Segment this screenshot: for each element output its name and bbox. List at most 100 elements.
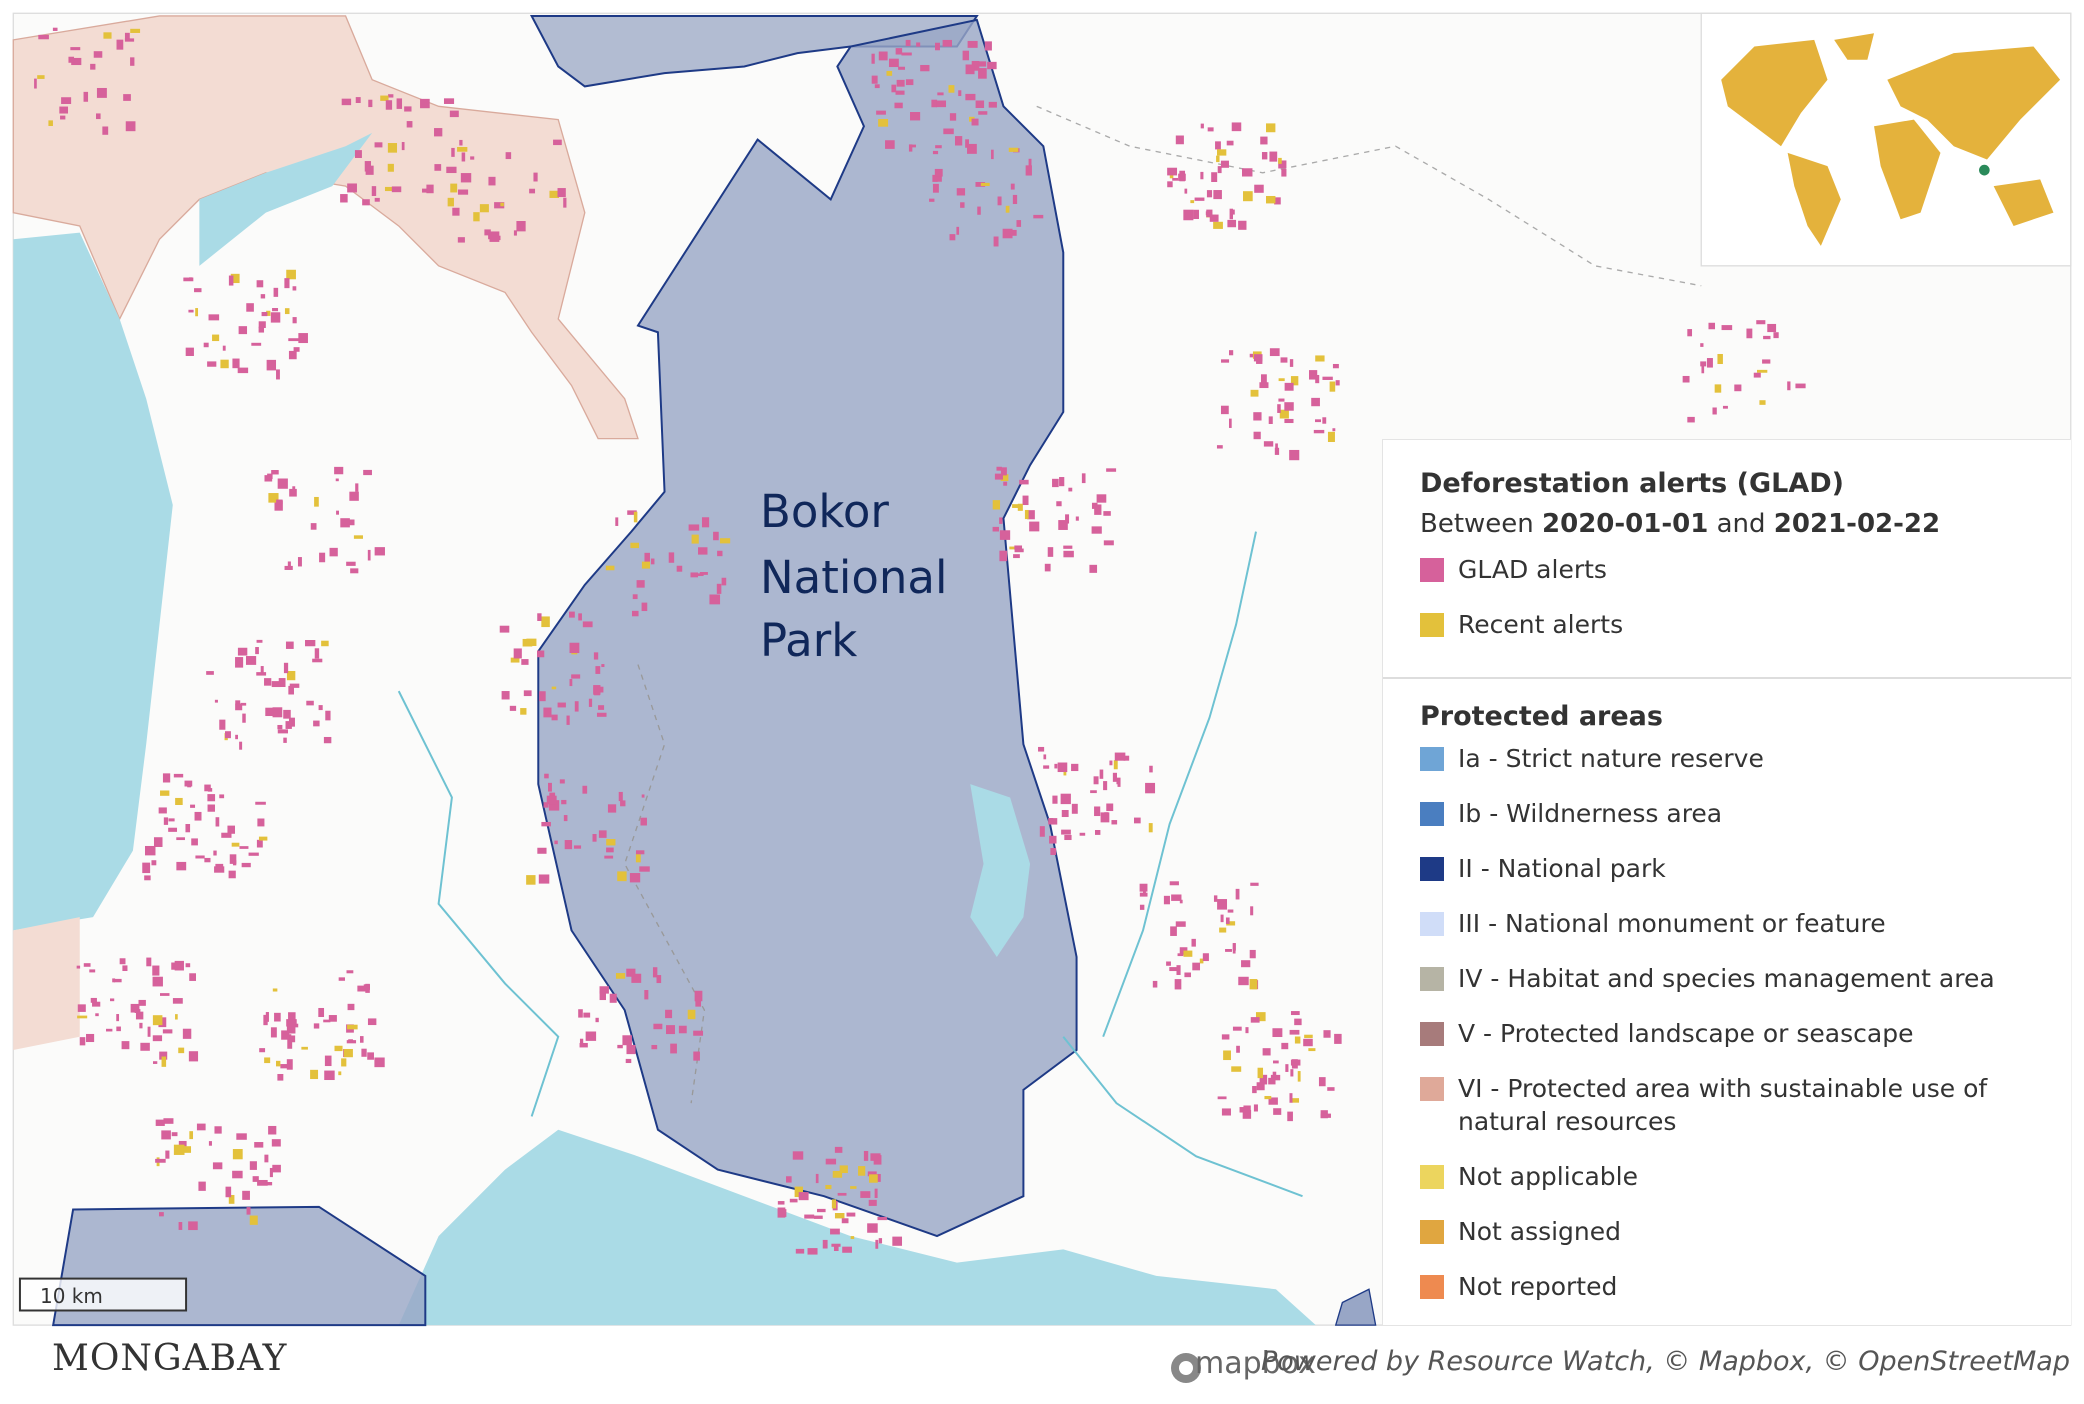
inset-marker xyxy=(1976,162,1993,179)
alert-patch xyxy=(595,1017,599,1023)
alert-patch xyxy=(214,1126,222,1134)
alert-patch xyxy=(929,198,935,202)
alert-patch xyxy=(956,188,966,196)
alert-patch xyxy=(1268,1077,1276,1085)
swatch xyxy=(1420,1165,1444,1189)
alert-patch xyxy=(578,1009,583,1018)
alert-patch xyxy=(1309,370,1318,380)
alert-patch xyxy=(538,874,550,884)
alert-patch xyxy=(173,1144,185,1155)
alert-patch xyxy=(183,277,194,282)
alert-patch xyxy=(232,358,240,369)
alert-patch xyxy=(249,1161,257,1170)
alert-patch xyxy=(617,871,627,882)
alert-patch xyxy=(281,1030,290,1040)
alert-patch xyxy=(280,1064,289,1069)
alert-patch xyxy=(1294,1018,1302,1026)
alert-patch xyxy=(786,1176,792,1183)
alert-patch xyxy=(1272,1071,1277,1076)
alert-patch xyxy=(207,804,215,812)
alert-patch xyxy=(239,741,243,750)
alert-patch xyxy=(324,1070,335,1081)
alert-patch xyxy=(86,1033,95,1043)
alert-patch xyxy=(691,534,699,544)
alert-patch xyxy=(993,236,999,247)
alert-patch xyxy=(1322,376,1333,380)
alert-patch xyxy=(267,473,273,480)
alert-patch xyxy=(194,811,202,821)
alert-patch xyxy=(932,174,938,182)
alert-patch xyxy=(615,517,619,526)
alert-patch xyxy=(140,1042,150,1051)
alert-patch xyxy=(460,173,472,183)
alert-patch xyxy=(1216,445,1223,449)
swatch xyxy=(1420,1022,1444,1046)
border-line xyxy=(1036,105,1702,287)
alert-patch xyxy=(38,34,49,40)
alert-patch xyxy=(1220,405,1229,415)
alert-patch xyxy=(977,206,981,215)
alert-patch xyxy=(450,183,458,193)
alert-patch xyxy=(144,875,151,881)
alert-patch xyxy=(841,1218,849,1224)
alert-patch xyxy=(1256,1082,1265,1091)
alert-patch xyxy=(665,1009,673,1019)
alert-patch xyxy=(274,1012,281,1022)
alert-patch xyxy=(698,547,708,555)
continent xyxy=(1887,46,2061,160)
legend-item: Not applicable xyxy=(1420,1160,2051,1193)
alert-patch xyxy=(59,106,69,114)
alert-patch xyxy=(948,85,955,93)
alert-patch xyxy=(347,1003,355,1011)
alert-patch xyxy=(319,552,326,563)
alert-patch xyxy=(1217,899,1228,910)
alert-patch xyxy=(978,68,987,79)
alert-patch xyxy=(310,523,317,530)
alert-patch xyxy=(334,466,344,475)
alert-patch xyxy=(1762,359,1771,364)
alert-patch xyxy=(1091,526,1102,534)
alert-patch xyxy=(258,326,265,333)
alert-patch xyxy=(1100,812,1110,823)
alert-patch xyxy=(328,1015,337,1022)
alert-patch xyxy=(1059,477,1065,487)
alert-patch xyxy=(564,840,573,850)
alert-patch xyxy=(994,473,1003,480)
alert-patch xyxy=(191,838,198,846)
alert-patch xyxy=(999,517,1003,524)
alert-patch xyxy=(272,308,279,312)
alert-patch xyxy=(813,1215,823,1219)
legend-label: III - National monument or feature xyxy=(1458,909,1886,938)
alert-patch xyxy=(988,101,997,108)
alert-patch xyxy=(566,715,570,725)
alert-patch xyxy=(1216,149,1227,156)
alert-patch xyxy=(354,150,362,158)
alert-patch xyxy=(850,1236,855,1240)
alert-patch xyxy=(152,965,160,976)
alert-patch xyxy=(1169,881,1179,886)
alert-patch xyxy=(1175,135,1184,145)
alert-patch xyxy=(1279,409,1289,419)
alert-patch xyxy=(971,60,980,71)
alert-patch xyxy=(286,1023,296,1034)
alert-patch xyxy=(1227,219,1237,228)
alert-patch xyxy=(1029,521,1040,532)
alert-patch xyxy=(1266,123,1276,133)
alert-patch xyxy=(980,182,990,187)
alert-patch xyxy=(242,1190,250,1200)
alert-patch xyxy=(238,326,248,335)
legend-label: GLAD alerts xyxy=(1458,555,1607,584)
alert-patch xyxy=(583,1012,591,1018)
alert-patch xyxy=(709,594,721,605)
alert-patch xyxy=(387,143,398,153)
text: and xyxy=(1716,509,1766,539)
alert-patch xyxy=(541,616,550,628)
alert-patch xyxy=(874,1188,878,1199)
alert-patch xyxy=(1225,949,1232,952)
alert-patch xyxy=(1103,540,1114,546)
alert-patch xyxy=(1191,938,1196,947)
alert-patch xyxy=(717,550,723,557)
alert-patch xyxy=(1206,209,1213,218)
alert-patch xyxy=(956,226,960,235)
